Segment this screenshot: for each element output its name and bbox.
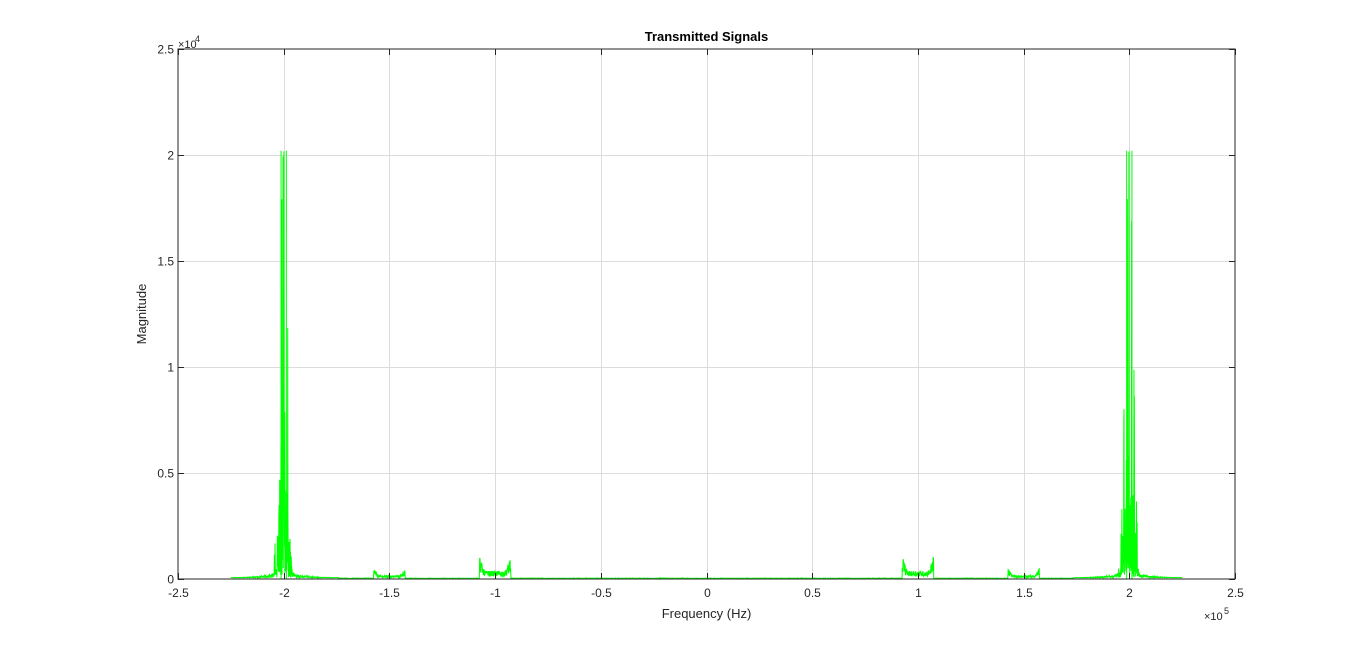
plot-area (178, 49, 1235, 579)
grid (178, 49, 1235, 579)
x-tick-label: 0 (704, 586, 711, 600)
ticks (178, 49, 1236, 580)
y-tick-label: 2 (167, 149, 174, 163)
x-exponent-base: ×10 (1204, 611, 1223, 623)
x-tick-label: 2.5 (1227, 586, 1244, 600)
y-tick-label: 1.5 (157, 255, 174, 269)
x-exponent-power: 5 (1224, 606, 1229, 616)
x-tick-label: -2.5 (168, 586, 189, 600)
x-tick-label: -1 (490, 586, 501, 600)
x-tick-label: 1 (915, 586, 922, 600)
x-tick-label: 2 (1126, 586, 1133, 600)
x-tick-labels: -2.5 -2 -1.5 -1 -0.5 0 0.5 1 1.5 2 2.5 (168, 586, 1244, 600)
x-tick-label: -1.5 (379, 586, 400, 600)
x-axis-label: Frequency (Hz) (662, 606, 752, 621)
axes-box (177, 48, 1236, 580)
y-tick-label: 0 (167, 573, 174, 587)
y-tick-labels: 0 0.5 1 1.5 2 2.5 (157, 43, 174, 587)
y-axis-label: Magnitude (134, 284, 149, 345)
chart-title: Transmitted Signals (645, 29, 769, 44)
y-tick-label: 0.5 (157, 467, 174, 481)
y-exponent: ×10 4 (178, 34, 200, 51)
y-exponent-power: 4 (195, 34, 200, 44)
x-tick-label: -2 (279, 586, 290, 600)
y-exponent-base: ×10 (178, 39, 197, 51)
x-exponent: ×10 5 (1204, 606, 1229, 623)
x-tick-label: 0.5 (804, 586, 821, 600)
y-tick-label: 1 (167, 361, 174, 375)
y-tick-label: 2.5 (157, 43, 174, 57)
x-tick-label: 1.5 (1016, 586, 1033, 600)
x-tick-label: -0.5 (591, 586, 612, 600)
